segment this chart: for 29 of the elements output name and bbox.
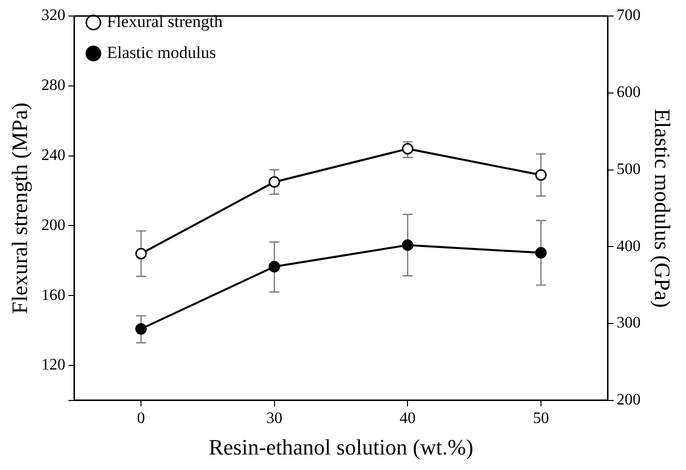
legend-label: Elastic modulus <box>106 42 216 62</box>
point <box>135 248 147 260</box>
y-tick-label: 160 <box>41 286 66 304</box>
point <box>268 260 280 272</box>
y2-tick-label: 300 <box>616 314 641 332</box>
y2-tick-label: 200 <box>616 392 641 409</box>
y-axis-title: Flexural strength (MPa) <box>6 102 32 314</box>
y-tick-label: 280 <box>41 77 66 94</box>
x-axis-title: Resin-ethanol solution (wt.%) <box>208 434 474 460</box>
y-tick-label: 120 <box>41 356 66 374</box>
point <box>402 143 414 155</box>
y2-tick-label: 700 <box>616 7 641 24</box>
point <box>268 176 280 188</box>
point <box>535 169 547 181</box>
x-tick-label: 0 <box>137 410 146 428</box>
legend-label: Flexural strength <box>106 12 224 31</box>
point <box>535 247 547 259</box>
x-tick-label: 40 <box>400 410 416 428</box>
x-tick-label: 50 <box>532 410 549 428</box>
y-tick-label: 240 <box>41 146 66 164</box>
y2-axis-title: Elastic modulus (GPa) <box>650 108 676 308</box>
point <box>135 323 147 335</box>
point <box>402 239 414 251</box>
y2-tick-label: 600 <box>616 84 641 102</box>
y-tick-label: 200 <box>41 216 66 234</box>
x-tick-label: 30 <box>266 410 282 428</box>
y2-tick-label: 400 <box>616 238 641 255</box>
y2-tick-label: 500 <box>616 160 641 178</box>
y-tick-label: 320 <box>41 7 66 24</box>
